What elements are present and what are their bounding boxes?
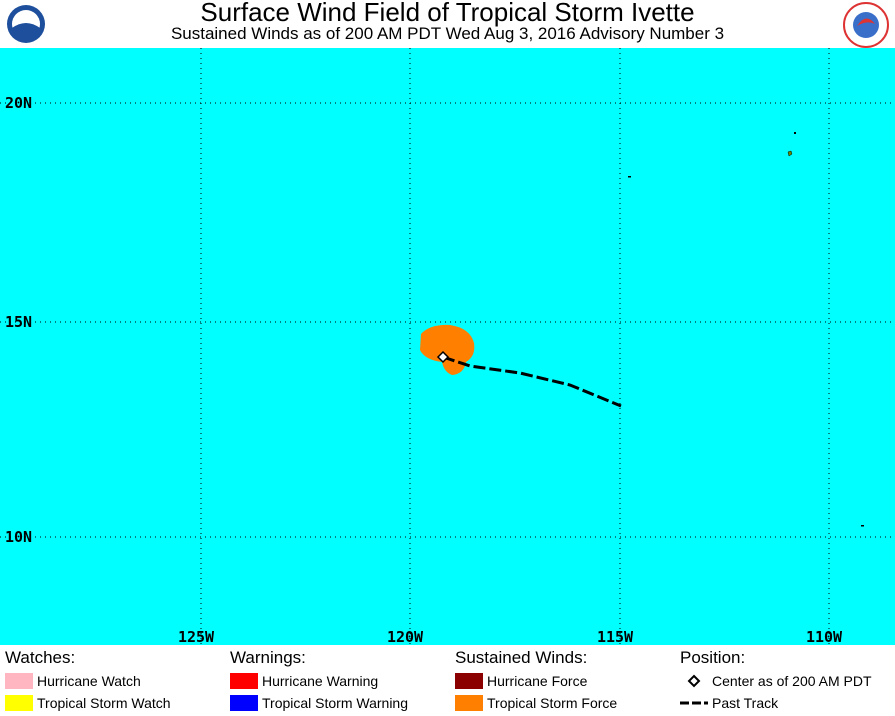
lat-label: 20N [5, 94, 32, 112]
legend-heading: Sustained Winds: [455, 648, 588, 667]
legend-item: Tropical Storm Force [487, 695, 618, 711]
legend-item: Tropical Storm Warning [262, 695, 409, 711]
noaa-logo [7, 5, 45, 43]
legend-item: Center as of 200 AM PDT [712, 673, 872, 689]
legend-warnings: Warnings: Hurricane Warning Tropical Sto… [230, 648, 408, 714]
legend-heading: Position: [680, 648, 746, 667]
nws-logo [843, 2, 889, 48]
lon-label: 115W [597, 628, 634, 645]
legend-winds: Sustained Winds: Hurricane Force Tropica… [455, 648, 617, 714]
legend-item: Tropical Storm Watch [37, 695, 171, 711]
lon-label: 125W [178, 628, 215, 645]
subtitle: Sustained Winds as of 200 AM PDT Wed Aug… [170, 24, 725, 43]
legend-item: Hurricane Force [487, 673, 588, 689]
legend-heading: Watches: [5, 648, 76, 667]
past-track [442, 355, 622, 408]
legend-watches: Watches: Hurricane Watch Tropical Storm … [5, 648, 171, 714]
map: 20N 15N 10N 125W 120W 115W 110W [0, 48, 895, 645]
lon-label: 110W [806, 628, 843, 645]
lat-label: 15N [5, 313, 32, 331]
legend-item: Hurricane Watch [37, 673, 141, 689]
lon-label: 120W [387, 628, 424, 645]
title: Surface Wind Field of Tropical Storm Ive… [200, 0, 695, 27]
legend-item: Hurricane Warning [262, 673, 379, 689]
legend-position: Position: Center as of 200 AM PDT Past T… [680, 648, 872, 714]
lat-label: 10N [5, 528, 32, 546]
storm-center [436, 350, 450, 364]
legend-item: Past Track [712, 695, 779, 711]
legend-heading: Warnings: [230, 648, 306, 667]
